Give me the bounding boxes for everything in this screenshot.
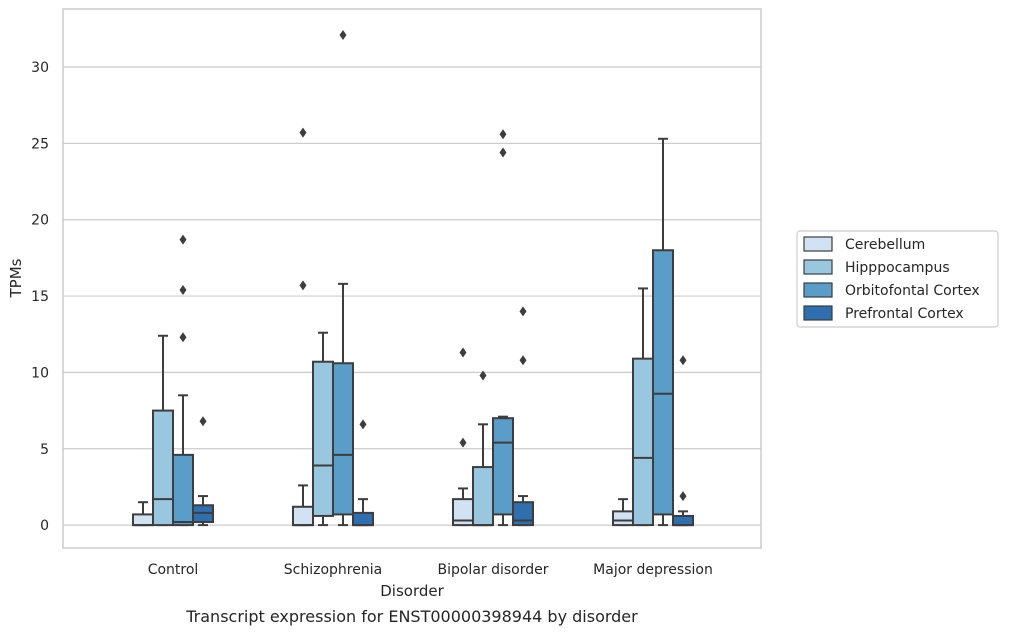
outlier-point — [459, 437, 467, 448]
y-axis-ticks: 0 5 10 15 20 25 30 — [31, 60, 49, 534]
box — [152, 409, 174, 527]
outlier-point — [679, 491, 687, 502]
legend-swatch — [803, 236, 833, 252]
series-orbitofontal-cortex — [172, 29, 674, 527]
outlier-point — [299, 127, 307, 138]
box — [632, 357, 654, 527]
box-group — [672, 355, 694, 527]
series-cerebellum — [132, 127, 634, 527]
outlier-point — [199, 416, 207, 427]
outlier-point — [479, 370, 487, 381]
box-group — [492, 129, 514, 527]
outlier-point — [179, 234, 187, 245]
box-group — [352, 419, 374, 527]
legend-frame — [796, 230, 999, 328]
box-group — [292, 127, 314, 527]
x-tick-label: Schizophrenia — [284, 562, 382, 578]
box-group — [172, 234, 194, 527]
legend-label: Orbitofontal Cortex — [845, 283, 980, 299]
box — [312, 360, 334, 517]
box-plot-groups — [132, 29, 694, 527]
outlier-point — [179, 284, 187, 295]
chart-caption: Transcript expression for ENST0000039894… — [185, 607, 638, 626]
box-group — [312, 331, 334, 527]
box — [492, 417, 514, 516]
box — [132, 513, 154, 527]
y-axis-title: TPMs — [7, 258, 25, 298]
box-group — [152, 334, 174, 527]
x-tick-label: Major depression — [593, 562, 713, 578]
y-tick-label: 30 — [31, 60, 49, 76]
x-tick-label: Control — [148, 562, 199, 578]
plot-frame — [62, 8, 762, 549]
legend-label: Hipppocampus — [845, 260, 950, 276]
box — [672, 514, 694, 527]
legend-swatch — [803, 305, 833, 321]
box — [332, 362, 354, 516]
x-tick-label: Bipolar disorder — [437, 562, 548, 578]
outlier-point — [459, 347, 467, 358]
legend-label: Cerebellum — [845, 237, 925, 253]
box — [652, 249, 674, 516]
legend-swatch — [803, 282, 833, 298]
box-group — [332, 29, 354, 527]
legend-swatch — [803, 259, 833, 275]
grid-lines — [63, 66, 761, 526]
box-group — [472, 370, 494, 527]
box — [292, 505, 314, 527]
outlier-point — [179, 332, 187, 343]
box — [172, 453, 194, 527]
box-group — [612, 498, 634, 527]
y-tick-label: 15 — [31, 289, 49, 305]
box — [472, 466, 494, 527]
outlier-point — [299, 280, 307, 291]
box-group — [632, 287, 654, 527]
y-tick-label: 25 — [31, 136, 49, 152]
x-axis-ticks: Control Schizophrenia Bipolar disorder Majo… — [148, 562, 713, 578]
outlier-point — [519, 306, 527, 317]
legend-label: Prefrontal Cortex — [845, 306, 964, 322]
x-axis-title: Disorder — [380, 582, 444, 600]
series-prefrontal-cortex — [192, 306, 694, 527]
box — [352, 511, 374, 527]
box-group — [452, 347, 474, 527]
box — [512, 501, 534, 527]
box — [612, 510, 634, 527]
outlier-point — [499, 147, 507, 158]
outlier-point — [679, 355, 687, 366]
y-tick-label: 5 — [40, 442, 49, 458]
legend: Cerebellum Hipppocampus Orbitofontal Corte… — [796, 230, 999, 328]
outlier-point — [359, 419, 367, 430]
box-group — [652, 137, 674, 527]
box-group — [512, 306, 534, 527]
outlier-point — [519, 355, 527, 366]
box-group — [132, 501, 154, 527]
y-tick-label: 20 — [31, 213, 49, 229]
outlier-point — [339, 29, 347, 40]
y-tick-label: 10 — [31, 365, 49, 381]
series-hipppocampus — [152, 287, 654, 527]
box-group — [192, 416, 214, 527]
outlier-point — [499, 129, 507, 140]
y-tick-label: 0 — [40, 518, 49, 534]
